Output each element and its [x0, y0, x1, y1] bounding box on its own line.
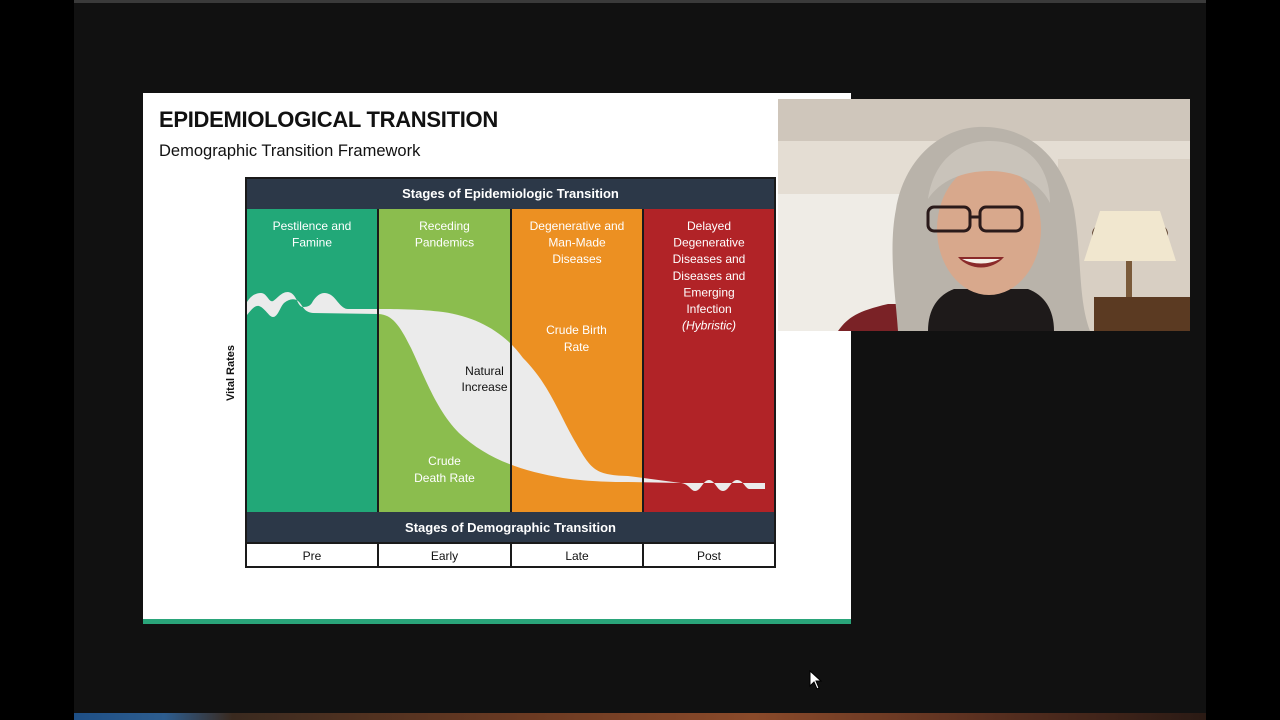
epi-header-bar — [246, 178, 775, 209]
crude-birth-rate-label-line1: Crude Birth — [546, 323, 607, 337]
transition-diagram: Stages of Epidemiologic Transition Stage… — [225, 177, 776, 568]
natural-increase-label-line2: Increase — [461, 380, 507, 394]
epi-stage-label: Diseases — [552, 252, 601, 266]
slide-subtitle: Demographic Transition Framework — [159, 142, 421, 160]
epi-stage-label: (Hybristic) — [682, 319, 736, 333]
demo-stage-pre: Pre — [303, 549, 322, 563]
demo-stage-late: Late — [565, 549, 589, 563]
epi-stage-label: Pestilence and — [273, 219, 352, 233]
slide-title: EPIDEMIOLOGICAL TRANSITION — [159, 107, 498, 132]
demo-header-bar — [246, 512, 775, 543]
epi-stage-label: Delayed — [687, 219, 731, 233]
slide-accent-bar — [143, 619, 851, 624]
epi-stage-label: Diseases and — [673, 252, 746, 266]
demo-stage-early: Early — [431, 549, 458, 563]
epi-stage-label: Degenerative and — [530, 219, 625, 233]
demo-header-text: Stages of Demographic Transition — [405, 520, 616, 535]
epi-stage-label: Receding — [419, 219, 470, 233]
epi-stage-label: Degenerative — [673, 236, 745, 250]
presenter-video — [778, 99, 1190, 331]
stage-column-post — [643, 209, 775, 512]
y-axis-label: Vital Rates — [225, 345, 237, 401]
stage-labels: Pestilence and Famine Receding Pandemics Deg… — [273, 219, 746, 333]
top-border — [74, 0, 1206, 3]
mouse-cursor-icon — [809, 670, 823, 690]
crude-birth-rate-label-line2: Rate — [564, 340, 590, 354]
epi-stage-label: Diseases and — [673, 269, 746, 283]
webcam-video-feed[interactable] — [778, 99, 1190, 331]
natural-increase-label-line1: Natural — [465, 364, 504, 378]
natural-increase-band — [247, 292, 765, 491]
epi-stage-label: Emerging — [683, 285, 734, 299]
crude-death-rate-label-line2: Death Rate — [414, 471, 475, 485]
epi-stage-label: Famine — [292, 236, 332, 250]
epi-stage-label: Infection — [686, 302, 731, 316]
presentation-slide: EPIDEMIOLOGICAL TRANSITION Demographic T… — [143, 93, 851, 624]
crude-death-rate-label-line1: Crude — [428, 454, 461, 468]
stage-column-pre — [246, 209, 378, 512]
epi-stage-label: Pandemics — [415, 236, 474, 250]
epi-header-text: Stages of Epidemiologic Transition — [402, 186, 619, 201]
epi-stage-label: Man-Made — [548, 236, 606, 250]
demo-stage-post: Post — [697, 549, 722, 563]
taskbar-strip — [74, 713, 1206, 720]
